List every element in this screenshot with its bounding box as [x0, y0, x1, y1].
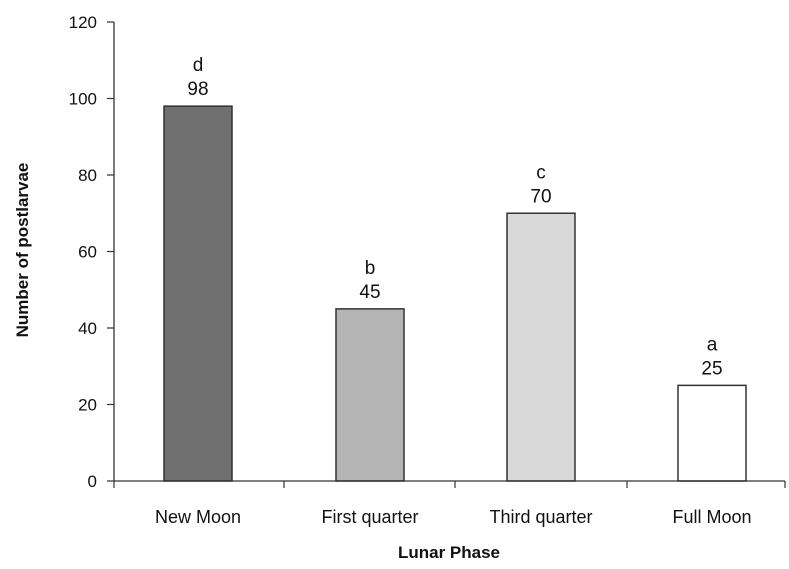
bar-third-quarter: [506, 212, 576, 482]
x-tick-label: Third quarter: [489, 507, 592, 527]
bar-first-quarter: [335, 308, 405, 482]
data-label: 70: [530, 186, 551, 207]
bar-new-moon: [163, 105, 233, 482]
y-tick-label: 40: [78, 319, 97, 338]
y-axis-ticks: 0 20 40 60 80 100 120: [69, 13, 114, 491]
y-tick-label: 0: [88, 472, 97, 491]
x-tick-label: New Moon: [155, 507, 241, 527]
significance-letter: b: [365, 258, 376, 279]
x-tick-label: Full Moon: [672, 507, 751, 527]
y-tick-label: 120: [69, 13, 97, 32]
data-label: 98: [187, 79, 208, 100]
y-tick-label: 60: [78, 243, 97, 262]
x-tick-label: First quarter: [321, 507, 418, 527]
significance-letter: d: [193, 55, 204, 76]
y-axis-title: Number of postlarvae: [13, 163, 32, 338]
data-label: 25: [701, 358, 722, 379]
y-tick-label: 20: [78, 396, 97, 415]
bar-full-moon: [677, 384, 747, 482]
significance-letter: c: [536, 162, 546, 183]
significance-letter: a: [707, 334, 718, 355]
x-axis-ticks: New Moon First quarter Third quarter Full M…: [113, 481, 786, 527]
bar-labels: 98 d 45 b 70 c 25 a: [187, 55, 722, 379]
x-axis-title: Lunar Phase: [398, 543, 500, 562]
data-label: 45: [359, 282, 380, 303]
bars: [163, 105, 747, 482]
y-tick-label: 100: [69, 90, 97, 109]
y-tick-label: 80: [78, 166, 97, 185]
